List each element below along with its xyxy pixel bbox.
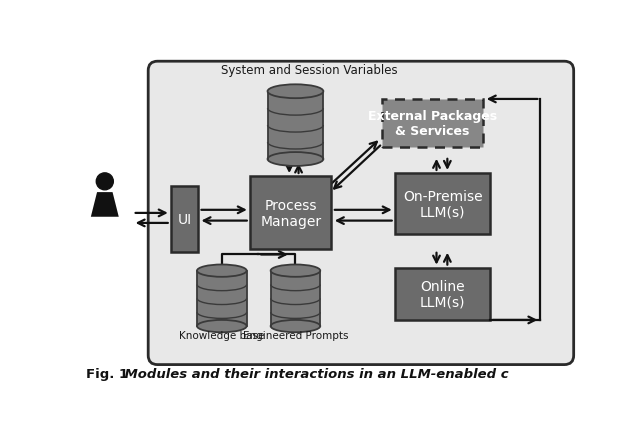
Ellipse shape <box>271 265 320 277</box>
Polygon shape <box>271 271 320 326</box>
Polygon shape <box>91 193 119 217</box>
Ellipse shape <box>268 153 323 167</box>
Text: Fig. 1: Fig. 1 <box>86 367 129 380</box>
FancyBboxPatch shape <box>396 174 490 235</box>
Text: Engineered Prompts: Engineered Prompts <box>243 330 348 340</box>
Ellipse shape <box>197 265 246 277</box>
Text: Knowledge base: Knowledge base <box>179 330 264 340</box>
Text: Online
LLM(s): Online LLM(s) <box>420 279 465 309</box>
Ellipse shape <box>197 320 246 332</box>
Polygon shape <box>197 271 246 326</box>
Text: System and Session Variables: System and Session Variables <box>221 64 397 77</box>
FancyBboxPatch shape <box>250 177 332 250</box>
Ellipse shape <box>271 320 320 332</box>
FancyBboxPatch shape <box>382 100 483 147</box>
Text: Modules and their interactions in an LLM-enabled c: Modules and their interactions in an LLM… <box>120 367 508 380</box>
Text: UI: UI <box>177 213 192 227</box>
Polygon shape <box>268 92 323 160</box>
FancyBboxPatch shape <box>171 187 198 252</box>
Text: On-Premise
LLM(s): On-Premise LLM(s) <box>403 189 483 219</box>
Ellipse shape <box>268 85 323 99</box>
Text: Process
Manager: Process Manager <box>260 198 321 228</box>
Text: External Packages
& Services: External Packages & Services <box>368 109 497 138</box>
Circle shape <box>96 174 113 191</box>
FancyBboxPatch shape <box>396 268 490 320</box>
FancyBboxPatch shape <box>148 62 573 365</box>
